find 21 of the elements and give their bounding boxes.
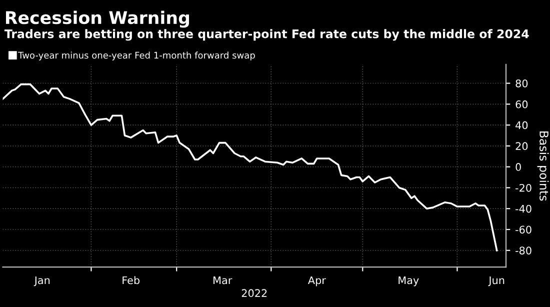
legend-label: Two-year minus one-year Fed 1-month forward swap: [18, 52, 255, 60]
x-axis-title: 2022: [242, 289, 267, 298]
y-tick-label: -60: [516, 226, 532, 234]
line-series: [2, 83, 498, 252]
chart-subtitle: Traders are betting on three quarter-point Fed rate cuts by the middle of 2024: [4, 29, 529, 41]
y-axis-title: Basis points: [537, 131, 549, 201]
y-tick-label: 20: [516, 142, 528, 150]
x-tick-label: Jun: [488, 276, 504, 286]
x-tick-label: Apr: [308, 276, 326, 286]
x-tick-label: Feb: [122, 276, 140, 284]
x-tick-label: Jan: [34, 276, 50, 286]
chart-title: Recession Warning: [6, 10, 189, 28]
y-tick-label: 60: [516, 100, 528, 108]
y-tick-label: -80: [516, 246, 532, 254]
y-tick-label: 0: [516, 163, 521, 171]
y-tick-label: 40: [516, 121, 528, 130]
x-tick-label: Mar: [214, 276, 232, 284]
y-tick-label: 80: [516, 79, 528, 88]
y-tick-label: -40: [516, 204, 532, 213]
y-tick-label: -20: [516, 184, 532, 192]
x-tick-label: May: [398, 276, 419, 286]
